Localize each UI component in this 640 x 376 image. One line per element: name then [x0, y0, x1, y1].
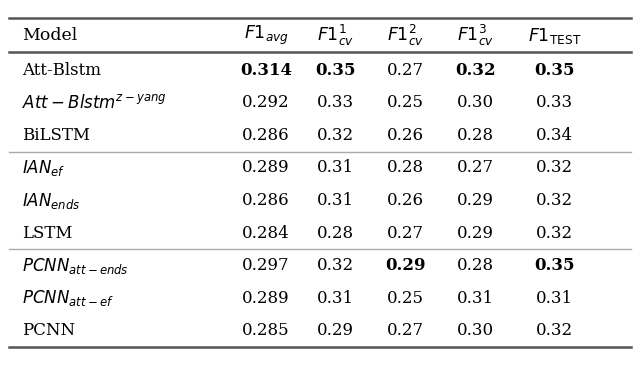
Text: 0.28: 0.28	[457, 257, 494, 274]
Text: BiLSTM: BiLSTM	[22, 127, 90, 144]
Text: 0.27: 0.27	[387, 62, 424, 79]
Text: 0.35: 0.35	[534, 62, 575, 79]
Text: 0.34: 0.34	[536, 127, 573, 144]
Text: 0.289: 0.289	[243, 290, 290, 307]
Text: 0.28: 0.28	[387, 159, 424, 176]
Text: 0.31: 0.31	[317, 290, 355, 307]
Text: 0.27: 0.27	[387, 225, 424, 242]
Text: 0.292: 0.292	[243, 94, 290, 111]
Text: 0.27: 0.27	[387, 323, 424, 340]
Text: 0.29: 0.29	[457, 225, 494, 242]
Text: 0.284: 0.284	[242, 225, 290, 242]
Text: 0.25: 0.25	[387, 290, 424, 307]
Text: 0.32: 0.32	[536, 159, 573, 176]
Text: Model: Model	[22, 27, 77, 44]
Text: 0.31: 0.31	[317, 159, 355, 176]
Text: 0.26: 0.26	[387, 127, 424, 144]
Text: $\mathit{F1}_{avg}$: $\mathit{F1}_{avg}$	[243, 24, 289, 47]
Text: 0.286: 0.286	[243, 127, 290, 144]
Text: LSTM: LSTM	[22, 225, 72, 242]
Text: 0.314: 0.314	[240, 62, 292, 79]
Text: 0.33: 0.33	[317, 94, 355, 111]
Text: 0.31: 0.31	[317, 192, 355, 209]
Text: 0.289: 0.289	[243, 159, 290, 176]
Text: $PCNN_{att-ends}$: $PCNN_{att-ends}$	[22, 256, 129, 276]
Text: 0.35: 0.35	[534, 257, 575, 274]
Text: 0.27: 0.27	[457, 159, 494, 176]
Text: Att-Blstm: Att-Blstm	[22, 62, 101, 79]
Text: 0.285: 0.285	[243, 323, 290, 340]
Text: 0.32: 0.32	[536, 323, 573, 340]
Text: PCNN: PCNN	[22, 323, 75, 340]
Text: 0.32: 0.32	[536, 192, 573, 209]
Text: 0.28: 0.28	[457, 127, 494, 144]
Text: 0.29: 0.29	[385, 257, 426, 274]
Text: 0.31: 0.31	[536, 290, 573, 307]
Text: 0.32: 0.32	[317, 257, 355, 274]
Text: 0.286: 0.286	[243, 192, 290, 209]
Text: 0.32: 0.32	[536, 225, 573, 242]
Text: 0.35: 0.35	[316, 62, 356, 79]
Text: $\mathit{F1}_{\mathrm{TEST}}$: $\mathit{F1}_{\mathrm{TEST}}$	[528, 26, 582, 46]
Text: $IAN_{ends}$: $IAN_{ends}$	[22, 191, 80, 211]
Text: 0.26: 0.26	[387, 192, 424, 209]
Text: 0.30: 0.30	[457, 323, 494, 340]
Text: 0.29: 0.29	[457, 192, 494, 209]
Text: 0.29: 0.29	[317, 323, 355, 340]
Text: $\mathit{F1}^{3}_{cv}$: $\mathit{F1}^{3}_{cv}$	[457, 23, 494, 48]
Text: $Att-Blstm^{\mathit{z-yang}}$: $Att-Blstm^{\mathit{z-yang}}$	[22, 94, 166, 112]
Text: $\mathit{F1}^{2}_{cv}$: $\mathit{F1}^{2}_{cv}$	[387, 23, 424, 48]
Text: $IAN_{ef}$: $IAN_{ef}$	[22, 158, 65, 178]
Text: 0.31: 0.31	[457, 290, 494, 307]
Text: $PCNN_{att-ef}$: $PCNN_{att-ef}$	[22, 288, 113, 308]
Text: 0.297: 0.297	[243, 257, 290, 274]
Text: $\mathit{F1}^{1}_{cv}$: $\mathit{F1}^{1}_{cv}$	[317, 23, 355, 48]
Text: 0.30: 0.30	[457, 94, 494, 111]
Text: 0.33: 0.33	[536, 94, 573, 111]
Text: 0.25: 0.25	[387, 94, 424, 111]
Text: 0.32: 0.32	[317, 127, 355, 144]
Text: 0.28: 0.28	[317, 225, 355, 242]
Text: 0.32: 0.32	[455, 62, 496, 79]
